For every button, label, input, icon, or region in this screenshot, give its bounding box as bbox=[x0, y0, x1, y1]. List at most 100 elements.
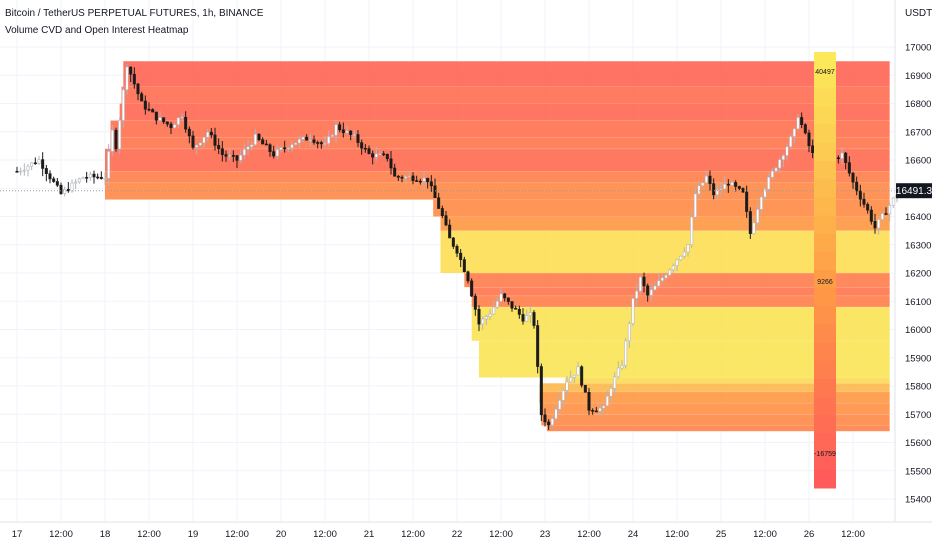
candle-body bbox=[448, 224, 452, 239]
candle-body bbox=[158, 117, 162, 121]
candle-body bbox=[660, 277, 664, 281]
candle-body bbox=[602, 405, 606, 409]
candle-body bbox=[396, 175, 400, 178]
candle-body bbox=[664, 274, 668, 279]
candle-body bbox=[319, 142, 323, 145]
candle-body bbox=[422, 177, 426, 182]
candle-body bbox=[635, 290, 639, 299]
candle-body bbox=[316, 142, 320, 144]
heatmap-band bbox=[471, 295, 890, 307]
candle-body bbox=[631, 298, 635, 324]
candle-body bbox=[576, 366, 580, 376]
candle-body bbox=[37, 159, 41, 164]
candle-body bbox=[151, 109, 155, 113]
candle-body bbox=[378, 153, 382, 156]
time-tick-label: 20 bbox=[276, 529, 287, 540]
heatmap-band bbox=[105, 171, 890, 183]
time-tick-label: 18 bbox=[100, 529, 111, 540]
legend-swatch bbox=[814, 469, 836, 489]
legend-swatch bbox=[814, 397, 836, 416]
heatmap bbox=[105, 60, 890, 432]
candle-body bbox=[404, 176, 408, 179]
indicator-title: Volume CVD and Open Interest Heatmap bbox=[5, 25, 189, 36]
candle-body bbox=[356, 134, 360, 143]
candle-body bbox=[580, 366, 584, 386]
candle-body bbox=[583, 384, 587, 393]
candle-body bbox=[657, 280, 661, 287]
candle-body bbox=[77, 178, 81, 183]
time-tick-label: 22 bbox=[452, 529, 463, 540]
candle-body bbox=[840, 152, 844, 159]
candle-body bbox=[92, 173, 96, 178]
candle-body bbox=[547, 421, 551, 426]
candle-body bbox=[176, 117, 180, 125]
candle-body bbox=[594, 410, 598, 413]
legend-swatch bbox=[814, 161, 836, 180]
candle-body bbox=[847, 162, 851, 174]
candle-body bbox=[59, 184, 63, 194]
candle-body bbox=[290, 144, 294, 149]
heatmap-band bbox=[105, 148, 890, 172]
candle-body bbox=[345, 130, 349, 134]
candle-body bbox=[891, 197, 895, 206]
legend-bottom-value: -16759 bbox=[814, 451, 836, 458]
legend-swatch bbox=[814, 324, 836, 344]
legend-swatch bbox=[814, 70, 836, 89]
candle-body bbox=[587, 392, 591, 411]
legend-swatch bbox=[814, 379, 836, 398]
candle-body bbox=[880, 213, 884, 220]
candle-body bbox=[649, 289, 653, 296]
candle-body bbox=[367, 148, 371, 154]
heatmap-band bbox=[539, 391, 890, 403]
candle-body bbox=[253, 134, 257, 146]
candle-body bbox=[184, 116, 188, 130]
legend-mid-value: 9266 bbox=[817, 279, 833, 286]
candle-body bbox=[272, 151, 276, 157]
candle-body bbox=[206, 131, 210, 138]
candle-body bbox=[220, 148, 224, 155]
heatmap-band bbox=[541, 402, 890, 415]
candle-body bbox=[55, 181, 59, 186]
candle-body bbox=[836, 157, 840, 159]
candle-body bbox=[415, 180, 419, 182]
heatmap-band bbox=[110, 120, 890, 138]
candle-body bbox=[33, 162, 37, 165]
legend-swatch bbox=[814, 270, 836, 289]
heatmap-band bbox=[546, 425, 890, 432]
candle-body bbox=[198, 142, 202, 146]
candle-body bbox=[393, 167, 397, 177]
candle-body bbox=[286, 147, 290, 150]
candle-body bbox=[143, 100, 147, 110]
candle-body bbox=[748, 211, 752, 234]
candle-body bbox=[22, 169, 26, 172]
candle-body bbox=[275, 149, 279, 157]
time-tick-label: 23 bbox=[540, 529, 551, 540]
candle-body bbox=[781, 155, 785, 160]
candle-body bbox=[385, 153, 389, 160]
candle-body bbox=[88, 173, 92, 178]
price-tick-label: 16900.0 bbox=[905, 71, 932, 82]
candle-body bbox=[682, 251, 686, 257]
candle-body bbox=[767, 176, 771, 190]
candle-body bbox=[796, 117, 800, 130]
legend-swatch bbox=[814, 124, 836, 144]
candle-body bbox=[338, 124, 342, 131]
candle-body bbox=[851, 172, 855, 183]
candle-body bbox=[400, 176, 404, 179]
candle-body bbox=[572, 374, 576, 378]
heatmap-band bbox=[119, 103, 890, 121]
heatmap-band bbox=[121, 86, 890, 104]
candle-body bbox=[63, 189, 67, 194]
candle-body bbox=[389, 158, 393, 169]
time-tick-label: 12:00 bbox=[841, 529, 865, 540]
candle-body bbox=[646, 285, 650, 296]
candle-body bbox=[521, 314, 525, 322]
legend-swatch bbox=[814, 360, 836, 380]
price-tick-label: 17000.0 bbox=[905, 43, 932, 54]
candle-body bbox=[165, 121, 169, 125]
candle-body bbox=[231, 155, 235, 157]
price-tick-label: 16700.0 bbox=[905, 127, 932, 138]
candle-body bbox=[554, 408, 558, 419]
candle-body bbox=[877, 219, 881, 229]
